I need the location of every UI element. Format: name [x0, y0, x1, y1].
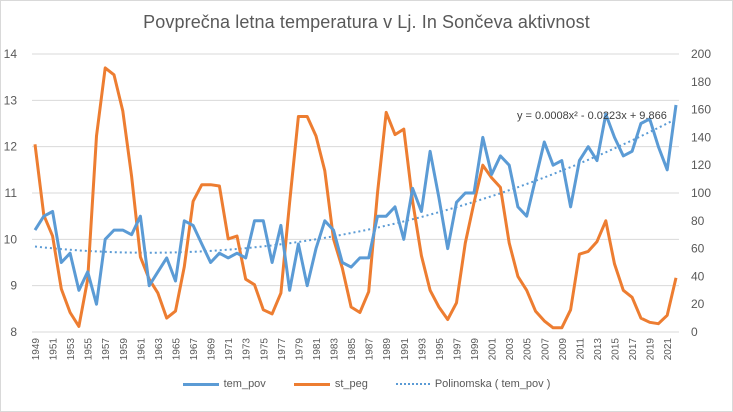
- x-tick-label: 2007: [540, 338, 551, 361]
- x-tick-label: 1955: [84, 338, 95, 361]
- legend-item-st-peg[interactable]: st_peg: [293, 378, 368, 390]
- x-tick-label: 1999: [470, 338, 481, 361]
- x-tick-label: 1987: [365, 338, 376, 361]
- x-tick-label: 1959: [119, 338, 130, 361]
- x-tick-label: 1953: [66, 338, 77, 361]
- trendline-equation: y = 0.0008x² - 0.0223x + 9.866: [517, 110, 667, 122]
- series-line-trendline: [34, 118, 677, 254]
- series-line-tem-pov: [33, 104, 678, 306]
- x-axis: 1949 1951 1953 1955 1957 1959 1961 1963 1965 1967…: [31, 338, 674, 361]
- y-tick-label: 14: [4, 47, 18, 61]
- x-tick-label: 1973: [242, 338, 253, 361]
- chart-title: Povprečna letna temperatura v Lj. In Son…: [143, 12, 590, 32]
- y-axis-right: 0 20 40 60 80 100 120 140 160 180 200: [691, 47, 711, 339]
- x-tick-label: 1995: [435, 338, 446, 361]
- x-tick-label: 1951: [49, 338, 60, 361]
- x-tick-label: 2019: [646, 338, 657, 361]
- x-tick-label: 1975: [259, 338, 270, 361]
- y2-tick-label: 140: [691, 130, 711, 144]
- y-tick-label: 12: [4, 140, 18, 154]
- x-tick-label: 1967: [189, 338, 200, 361]
- legend-label-st-peg: st_peg: [334, 378, 368, 390]
- y2-tick-label: 20: [691, 297, 705, 311]
- y-tick-label: 10: [4, 232, 18, 246]
- x-tick-label: 1983: [330, 338, 341, 361]
- legend-item-trendline[interactable]: Polinomska ( tem_pov ): [395, 378, 551, 390]
- y2-tick-label: 160: [691, 103, 711, 117]
- x-tick-label: 1985: [347, 338, 358, 361]
- x-tick-label: 1961: [136, 338, 147, 361]
- x-tick-label: 1989: [382, 338, 393, 361]
- x-tick-label: 2021: [663, 338, 674, 361]
- x-tick-label: 2009: [558, 338, 569, 361]
- x-tick-label: 1979: [294, 338, 305, 361]
- x-tick-label: 1981: [312, 338, 323, 361]
- x-tick-label: 1965: [171, 338, 182, 361]
- series-group: [33, 66, 678, 330]
- x-tick-label: 2013: [593, 338, 604, 361]
- x-tick-label: 2015: [611, 338, 622, 361]
- y2-tick-label: 120: [691, 158, 711, 172]
- y2-tick-label: 60: [691, 242, 705, 256]
- y2-tick-label: 180: [691, 75, 711, 89]
- x-tick-label: 1969: [207, 338, 218, 361]
- legend-item-tem-pov[interactable]: tem_pov: [182, 378, 266, 390]
- x-tick-label: 1957: [101, 338, 112, 361]
- x-tick-label: 1963: [154, 338, 165, 361]
- y-tick-label: 13: [4, 93, 18, 107]
- legend-label-trendline: Polinomska ( tem_pov ): [434, 378, 551, 390]
- x-tick-label: 1971: [224, 338, 235, 361]
- x-tick-label: 1993: [417, 338, 428, 361]
- x-tick-label: 2017: [628, 338, 639, 361]
- x-tick-label: 2003: [505, 338, 516, 361]
- x-tick-label: 1949: [31, 338, 42, 361]
- y2-tick-label: 200: [691, 47, 711, 61]
- y2-tick-label: 80: [691, 214, 705, 228]
- x-tick-label: 2001: [488, 338, 499, 361]
- legend-swatch-trendline: [395, 383, 430, 385]
- series-line-st-peg: [33, 66, 678, 330]
- legend: tem_pov st_peg Polinomska ( tem_pov ): [0, 378, 733, 390]
- y2-tick-label: 100: [691, 186, 711, 200]
- x-tick-label: 1997: [452, 338, 463, 361]
- x-tick-label: 2011: [575, 338, 586, 360]
- y-tick-label: 8: [10, 325, 17, 339]
- legend-swatch-tem-pov: [182, 382, 219, 386]
- x-tick-label: 1991: [400, 338, 411, 361]
- y2-tick-label: 40: [691, 269, 705, 283]
- gridlines: [32, 53, 679, 333]
- y-tick-label: 9: [10, 279, 17, 293]
- x-tick-label: 2005: [523, 338, 534, 361]
- y2-tick-label: 0: [691, 325, 698, 339]
- y-tick-label: 11: [5, 186, 18, 200]
- legend-label-tem-pov: tem_pov: [223, 378, 266, 390]
- x-tick-label: 1977: [277, 338, 288, 361]
- y-axis-left: 8 9 10 11 12 13 14: [4, 47, 18, 339]
- legend-swatch-st-peg: [293, 382, 330, 386]
